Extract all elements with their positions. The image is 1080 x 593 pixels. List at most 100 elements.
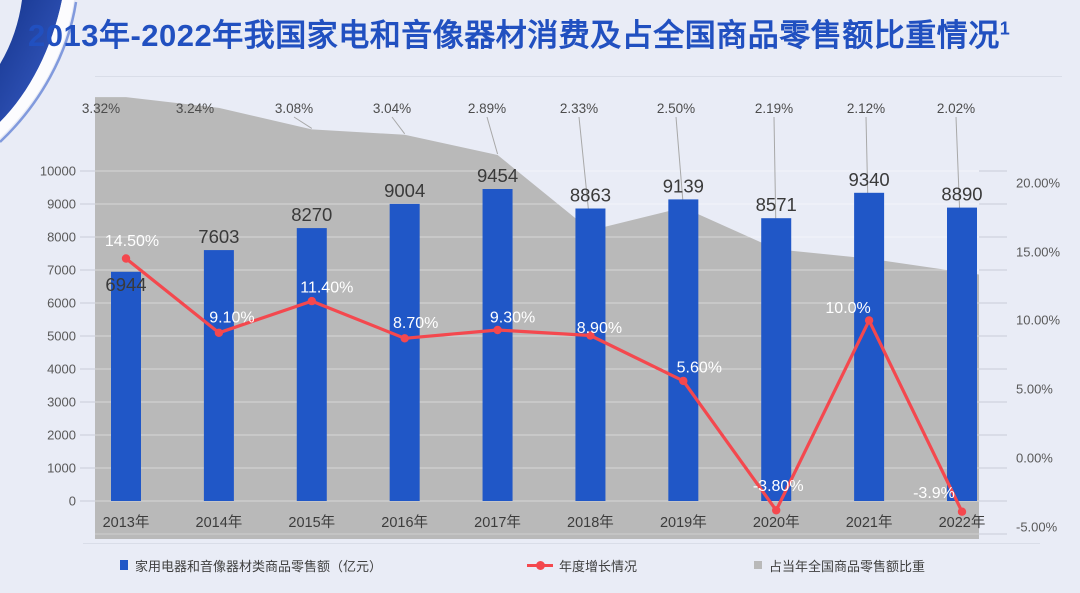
share-label-leader-line (675, 116, 684, 207)
left-axis-tick-label: 4000 (47, 362, 76, 377)
bar-2013年 (111, 271, 141, 501)
share-label-leader-line (486, 116, 499, 155)
legend-item-area-series: 占当年全国商品零售额比重 (754, 556, 925, 574)
growth-percent-label: 11.40% (300, 280, 353, 297)
bar-2020年 (761, 218, 792, 501)
share-percent-label: 3.32% (82, 101, 120, 116)
left-axis-tick-label: 7000 (47, 263, 76, 278)
share-percent-label: 3.24% (176, 101, 214, 116)
left-axis-tick-label: 5000 (47, 329, 76, 344)
chart-legend: 家用电器和音像器材类商品零售额（亿元） 年度增长情况 占当年全国商品零售额比重 (0, 556, 1080, 576)
line-series-swatch-icon (527, 560, 553, 570)
bar-2018年 (575, 208, 606, 501)
share-percent-label: 3.04% (373, 101, 411, 116)
bar-2016年 (389, 203, 420, 501)
share-percent-label: 2.33% (560, 101, 598, 116)
share-label-leader-line (391, 116, 406, 135)
x-axis-label: 2017年 (474, 514, 521, 531)
page-title-text: 2013年-2022年我国家电和音像器材消费及占全国商品零售额比重情况 (28, 18, 1000, 53)
legend-item-line-series: 年度增长情况 (527, 556, 637, 574)
x-axis-label: 2014年 (196, 514, 243, 531)
share-percent-label: 2.89% (468, 101, 506, 116)
right-axis-tick-label: 0.00% (1016, 451, 1053, 466)
bar-value-label: 9340 (849, 169, 890, 190)
corner-swoosh-decoration (0, 0, 78, 143)
line-point-2020年 (772, 506, 781, 515)
left-axis-tick-label: 2000 (47, 428, 76, 443)
growth-percent-label: 9.30% (490, 310, 535, 327)
x-axis-label: 2018年 (567, 514, 614, 531)
page-title-superscript: 1 (999, 18, 1011, 39)
line-point-2016年 (400, 334, 409, 343)
x-axis-label: 2013年 (103, 514, 150, 531)
right-axis-tick-label: 15.00% (1016, 245, 1061, 260)
bar-series-swatch-icon (120, 560, 128, 570)
growth-percent-label: 10.0% (825, 300, 870, 317)
right-axis-tick-label: -5.00% (1016, 520, 1058, 535)
bar-value-label: 9139 (663, 175, 704, 196)
bar-2021年 (854, 192, 885, 502)
growth-percent-label: 14.50% (105, 233, 159, 250)
left-axis-tick-label: 0 (69, 494, 76, 509)
growth-percent-label: -3.80% (753, 478, 804, 495)
line-point-2018年 (586, 331, 595, 340)
right-axis-tick-label: 20.00% (1016, 176, 1061, 191)
left-axis-tick-label: 9000 (47, 197, 76, 212)
bar-value-label: 9004 (384, 180, 425, 201)
growth-percent-label: 8.70% (393, 315, 438, 332)
bar-value-label: 9454 (477, 165, 518, 186)
title-divider (95, 76, 1062, 77)
bar-2017年 (482, 189, 513, 501)
legend-label-area-series: 占当年全国商品零售额比重 (769, 558, 926, 574)
left-axis-tick-label: 1000 (47, 461, 76, 476)
bar-2015年 (296, 228, 327, 501)
x-axis-label: 2022年 (939, 514, 986, 531)
page-title: 2013年-2022年我国家电和音像器材消费及占全国商品零售额比重情况1 (28, 10, 1068, 55)
bar-2022年 (947, 207, 978, 501)
x-axis-label: 2020年 (753, 514, 800, 531)
right-axis-tick-label: 5.00% (1016, 382, 1053, 397)
x-axis-label: 2021年 (846, 514, 893, 531)
growth-percent-label: 9.10% (209, 309, 254, 326)
share-percent-label: 2.02% (937, 101, 975, 116)
share-percent-label: 2.12% (847, 101, 885, 116)
share-percent-label: 3.08% (275, 101, 313, 116)
growth-line (124, 256, 964, 514)
bar-value-label: 8270 (291, 204, 332, 225)
growth-percent-label: 8.90% (577, 320, 622, 337)
left-axis-tick-label: 6000 (47, 296, 76, 311)
bar-value-label: 7603 (198, 226, 239, 247)
line-point-2019年 (679, 376, 688, 386)
line-point-2015年 (307, 296, 316, 306)
line-point-2021年 (864, 316, 874, 325)
share-percent-label: 2.50% (657, 101, 695, 116)
area-series-swatch-icon (754, 561, 762, 569)
growth-percent-label: -3.9% (913, 485, 955, 502)
bar-value-label: 6944 (105, 274, 146, 295)
bar-value-label: 8863 (570, 185, 611, 206)
legend-label-line-series: 年度增长情况 (559, 558, 638, 574)
line-point-2014年 (214, 328, 224, 337)
line-point-2022年 (957, 507, 967, 516)
x-axis-label: 2019年 (660, 514, 707, 531)
line-point-2017年 (493, 325, 502, 335)
left-axis-tick-label: 10000 (40, 164, 76, 179)
left-axis-tick-label: 3000 (47, 395, 76, 410)
legend-divider (83, 543, 1040, 544)
share-label-leader-line (293, 116, 313, 129)
left-axis-tick-label: 8000 (47, 230, 76, 245)
line-point-2013年 (121, 254, 131, 263)
x-axis-label: 2016年 (381, 514, 428, 531)
bar-value-label: 8890 (941, 184, 982, 205)
x-axis-label: 2015年 (288, 514, 335, 531)
share-percent-label: 2.19% (755, 101, 793, 116)
growth-percent-label: 5.60% (677, 359, 722, 376)
legend-label-bar-series: 家用电器和音像器材类商品零售额（亿元） (135, 558, 383, 574)
bar-2014年 (203, 250, 234, 501)
bar-value-label: 8571 (756, 194, 797, 215)
right-axis-tick-label: 10.00% (1016, 313, 1061, 328)
bar-2019年 (668, 199, 699, 501)
legend-item-bar-series: 家用电器和音像器材类商品零售额（亿元） (120, 556, 382, 574)
